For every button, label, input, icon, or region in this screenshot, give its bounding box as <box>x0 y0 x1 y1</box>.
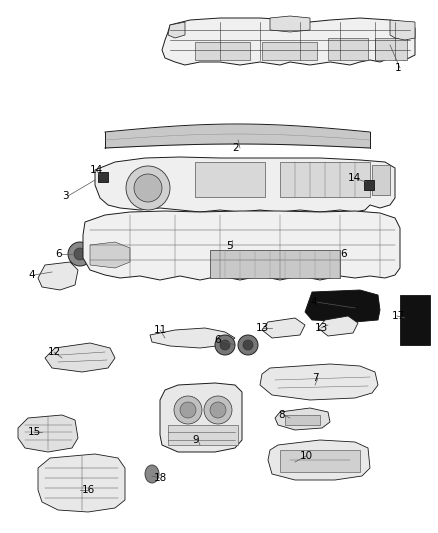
Ellipse shape <box>145 465 159 483</box>
Circle shape <box>243 340 253 350</box>
Text: 6: 6 <box>340 249 346 259</box>
Text: 11: 11 <box>154 325 167 335</box>
Text: 16: 16 <box>81 485 95 495</box>
Circle shape <box>220 340 230 350</box>
Polygon shape <box>270 16 310 32</box>
Polygon shape <box>95 157 395 212</box>
Text: 5: 5 <box>226 241 233 251</box>
Text: 3: 3 <box>62 191 69 201</box>
Bar <box>285 415 320 425</box>
Circle shape <box>68 242 92 266</box>
Bar <box>195 162 265 197</box>
Text: 10: 10 <box>300 451 313 461</box>
Circle shape <box>210 402 226 418</box>
Polygon shape <box>168 22 185 38</box>
Polygon shape <box>38 262 78 290</box>
Polygon shape <box>162 18 415 65</box>
Circle shape <box>134 174 162 202</box>
Polygon shape <box>45 343 115 372</box>
Bar <box>262 42 317 60</box>
Text: 18: 18 <box>153 473 166 483</box>
Polygon shape <box>83 211 400 280</box>
Text: 6: 6 <box>55 249 62 259</box>
Bar <box>280 162 370 197</box>
Text: 8: 8 <box>278 410 285 420</box>
Text: 2: 2 <box>232 143 239 153</box>
Circle shape <box>352 246 364 258</box>
Text: 14: 14 <box>348 173 361 183</box>
Circle shape <box>180 402 196 418</box>
Text: 4: 4 <box>28 270 35 280</box>
Bar <box>372 165 390 195</box>
Text: 15: 15 <box>28 427 41 437</box>
Polygon shape <box>268 440 370 480</box>
Polygon shape <box>390 20 415 40</box>
Bar <box>195 42 250 60</box>
Bar <box>328 38 368 60</box>
Text: 1: 1 <box>395 63 402 73</box>
Text: 6: 6 <box>214 335 221 345</box>
Circle shape <box>238 335 258 355</box>
Text: 4: 4 <box>310 297 317 307</box>
Polygon shape <box>18 415 78 452</box>
Circle shape <box>74 248 86 260</box>
Polygon shape <box>262 318 305 338</box>
Polygon shape <box>38 454 125 512</box>
Polygon shape <box>160 383 242 452</box>
Circle shape <box>174 396 202 424</box>
Polygon shape <box>305 290 380 322</box>
Polygon shape <box>275 408 330 430</box>
Bar <box>210 250 340 278</box>
Polygon shape <box>260 364 378 400</box>
Bar <box>168 425 238 445</box>
Circle shape <box>215 335 235 355</box>
Bar <box>375 38 407 60</box>
Bar <box>98 172 108 182</box>
Circle shape <box>126 166 170 210</box>
Text: 17: 17 <box>392 311 405 321</box>
Text: 9: 9 <box>192 435 198 445</box>
Polygon shape <box>318 316 358 336</box>
Text: 13: 13 <box>315 323 328 333</box>
Text: 7: 7 <box>312 373 318 383</box>
Text: 12: 12 <box>48 347 61 357</box>
Bar <box>364 180 374 190</box>
Circle shape <box>204 396 232 424</box>
Polygon shape <box>90 242 130 268</box>
Bar <box>400 295 430 345</box>
Text: 13: 13 <box>256 323 269 333</box>
Bar <box>280 450 360 472</box>
Circle shape <box>346 240 370 264</box>
Text: 14: 14 <box>90 165 103 175</box>
Polygon shape <box>150 328 235 348</box>
